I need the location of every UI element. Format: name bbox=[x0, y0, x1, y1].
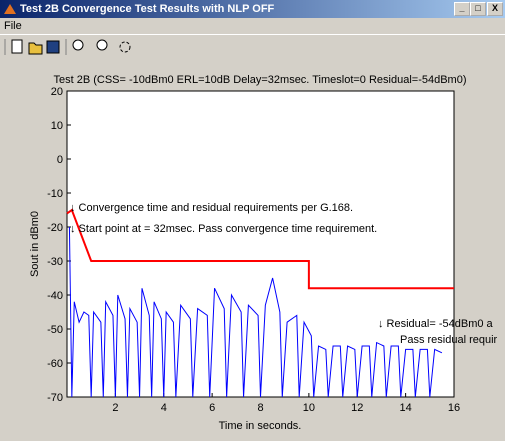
close-button[interactable]: X bbox=[487, 2, 503, 16]
title-bar: Test 2B Convergence Test Results with NL… bbox=[0, 0, 505, 18]
rotate-icon[interactable] bbox=[119, 41, 131, 53]
app-icon bbox=[4, 4, 16, 14]
zoom-out-icon[interactable] bbox=[96, 39, 108, 51]
data-line bbox=[68, 226, 443, 398]
y-tick-label: -10 bbox=[47, 188, 63, 200]
data-line bbox=[66, 208, 454, 290]
x-tick-label: 4 bbox=[161, 402, 167, 414]
x-tick-label: 12 bbox=[351, 402, 363, 414]
zoom-in-icon[interactable] bbox=[72, 39, 84, 51]
annotation: ↓ Start point at = 32msec. Pass converge… bbox=[70, 223, 377, 235]
annotation: Pass residual requir bbox=[400, 334, 498, 346]
y-tick-label: -20 bbox=[47, 222, 63, 234]
x-tick-label: 14 bbox=[400, 402, 412, 414]
x-tick-label: 10 bbox=[303, 402, 315, 414]
annotation: ↓ Residual= -54dBm0 a bbox=[378, 318, 494, 330]
chart-title: Test 2B (CSS= -10dBm0 ERL=10dB Delay=32m… bbox=[53, 74, 466, 86]
plot-area bbox=[66, 90, 455, 398]
y-tick-label: -60 bbox=[47, 358, 63, 370]
y-tick-label: -30 bbox=[47, 256, 63, 268]
toolbar-icons bbox=[4, 39, 131, 55]
new-icon[interactable] bbox=[11, 39, 23, 54]
chart: Test 2B (CSS= -10dBm0 ERL=10dB Delay=32m… bbox=[29, 74, 498, 432]
minimize-button[interactable]: _ bbox=[454, 2, 470, 16]
annotation: ↓ Convergence time and residual requirem… bbox=[70, 202, 353, 214]
y-tick-label: -40 bbox=[47, 290, 63, 302]
x-tick-label: 16 bbox=[448, 402, 460, 414]
y-axis-label: Sout in dBm0 bbox=[29, 211, 41, 277]
y-tick-label: 0 bbox=[57, 154, 63, 166]
x-tick-label: 8 bbox=[257, 402, 263, 414]
menu-file[interactable]: File bbox=[4, 20, 22, 32]
y-tick-label: 20 bbox=[51, 86, 63, 98]
window-title: Test 2B Convergence Test Results with NL… bbox=[20, 3, 275, 15]
x-tick-label: 6 bbox=[209, 402, 215, 414]
open-icon[interactable] bbox=[28, 42, 43, 55]
maximize-button[interactable]: □ bbox=[470, 2, 486, 16]
y-tick-label: -70 bbox=[47, 392, 63, 404]
save-icon[interactable] bbox=[46, 40, 60, 54]
toolbar bbox=[0, 34, 505, 61]
y-tick-label: -50 bbox=[47, 324, 63, 336]
y-tick-label: 10 bbox=[51, 120, 63, 132]
x-tick-label: 2 bbox=[112, 402, 118, 414]
x-axis-label: Time in seconds. bbox=[219, 420, 302, 432]
